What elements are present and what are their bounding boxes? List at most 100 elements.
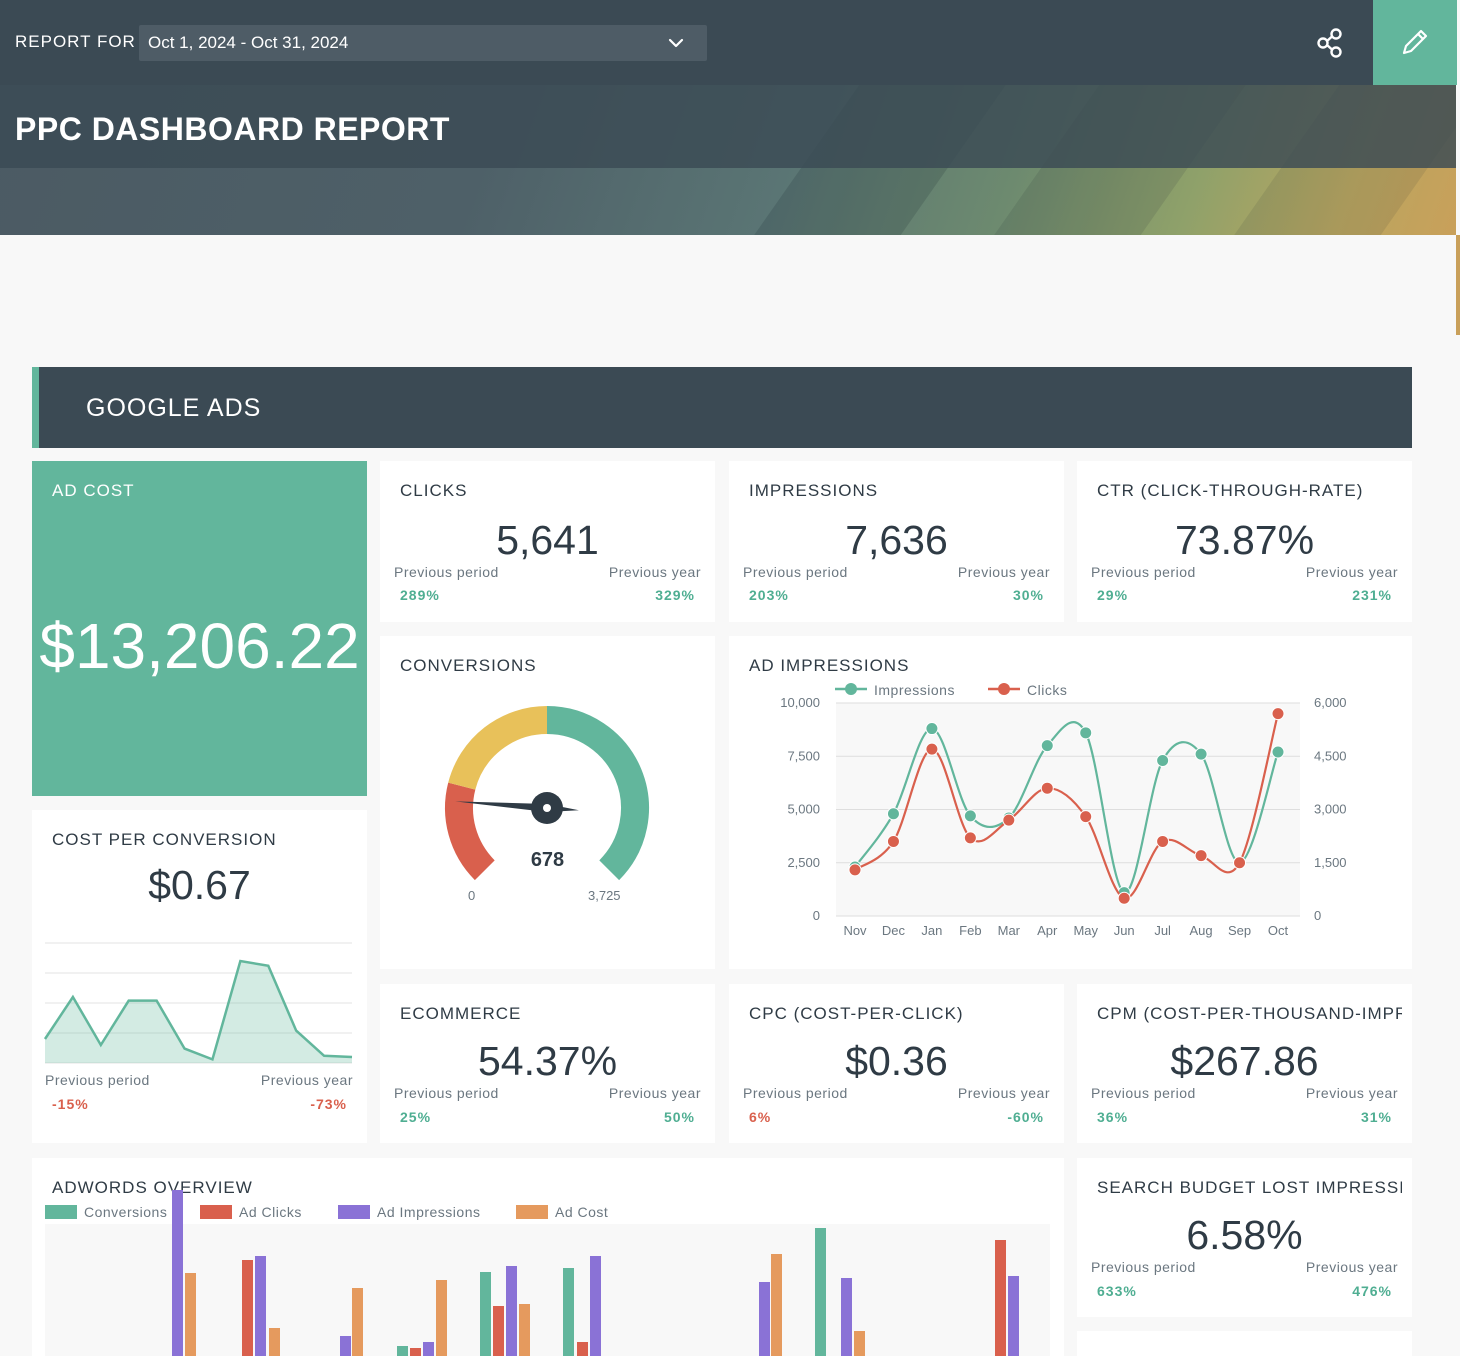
legend-conversions[interactable]: Conversions: [84, 1204, 168, 1220]
bar-ad-impressions[interactable]: [590, 1256, 601, 1356]
bar-ad-clicks[interactable]: [410, 1348, 421, 1356]
previous-period-label: Previous period: [1091, 1259, 1196, 1275]
bar-conversions[interactable]: [397, 1346, 408, 1356]
data-point-impressions[interactable]: [886, 807, 900, 821]
legend-ad-clicks[interactable]: Ad Clicks: [239, 1204, 302, 1220]
chevron-down-icon: [668, 38, 684, 48]
bar-ad-cost[interactable]: [771, 1254, 782, 1356]
bar-ad-impressions[interactable]: [423, 1342, 434, 1356]
bar-ad-cost[interactable]: [269, 1328, 280, 1356]
bar-ad-cost[interactable]: [854, 1331, 865, 1356]
report-for-label: REPORT FOR: [15, 32, 136, 51]
search-budget-lost-card: SEARCH BUDGET LOST IMPRESSIO 6.58% Previ…: [1077, 1158, 1412, 1317]
gauge-min-label: 0: [468, 888, 476, 903]
cpm-card: CPM (COST-PER-THOUSAND-IMPRI $267.86 Pre…: [1077, 984, 1412, 1143]
x-tick-label: Feb: [959, 923, 981, 938]
y-right-tick-label: 4,500: [1314, 748, 1347, 763]
previous-year-change: 476%: [1352, 1283, 1392, 1299]
bar-conversions[interactable]: [480, 1272, 491, 1356]
previous-year-change: -60%: [1007, 1109, 1044, 1125]
data-point-impressions[interactable]: [925, 722, 939, 736]
data-point-clicks[interactable]: [1194, 849, 1208, 863]
data-point-impressions[interactable]: [1040, 739, 1054, 753]
legend-clicks[interactable]: Clicks: [1027, 682, 1068, 698]
bar-ad-impressions[interactable]: [172, 1190, 183, 1356]
x-tick-label: May: [1073, 923, 1098, 938]
y-right-tick-label: 6,000: [1314, 695, 1347, 710]
data-point-clicks[interactable]: [1040, 781, 1054, 795]
y-right-tick-label: 1,500: [1314, 855, 1347, 870]
data-point-clicks[interactable]: [1117, 891, 1131, 905]
bar-ad-impressions[interactable]: [1008, 1276, 1019, 1356]
bar-ad-impressions[interactable]: [841, 1278, 852, 1356]
sparkline-area: [45, 961, 352, 1063]
share-icon: [1317, 28, 1342, 58]
card-title: AD COST: [52, 481, 135, 500]
x-tick-label: Dec: [882, 923, 906, 938]
previous-period-change: 633%: [1097, 1283, 1137, 1299]
gauge-band-yellow: [448, 706, 548, 791]
data-point-impressions[interactable]: [1194, 747, 1208, 761]
bar-ad-impressions[interactable]: [759, 1282, 770, 1356]
data-point-impressions[interactable]: [1079, 726, 1093, 740]
x-tick-label: Sep: [1228, 923, 1251, 938]
page-title: PPC DASHBOARD REPORT: [15, 111, 450, 147]
bar-ad-clicks[interactable]: [493, 1306, 504, 1356]
data-point-clicks[interactable]: [1079, 810, 1093, 824]
card-title: SEARCH BUDGET LOST IMPRESSIO: [1097, 1178, 1402, 1197]
edit-button[interactable]: [1373, 0, 1457, 85]
previous-year-label: Previous year: [260, 1072, 353, 1088]
bar-ad-clicks[interactable]: [577, 1342, 588, 1356]
sparkline-line: [43, 959, 353, 1062]
share-button[interactable]: [1314, 27, 1346, 59]
adwords-overview-card: ADWORDS OVERVIEW Conversions Ad Clicks A…: [32, 1158, 1064, 1356]
data-point-clicks[interactable]: [925, 742, 939, 756]
ad-cost-card: AD COST $13,206.22: [32, 461, 367, 796]
legend-swatch: [338, 1205, 370, 1219]
x-tick-label: Aug: [1190, 923, 1213, 938]
legend-ad-impressions[interactable]: Ad Impressions: [377, 1204, 481, 1220]
legend-ad-cost[interactable]: Ad Cost: [555, 1204, 609, 1220]
previous-year-label: Previous year: [1305, 1259, 1398, 1275]
legend-marker: [998, 683, 1010, 695]
bar-conversions[interactable]: [815, 1228, 826, 1356]
bar-ad-cost[interactable]: [436, 1280, 447, 1356]
data-point-clicks[interactable]: [1233, 856, 1247, 870]
bar-ad-clicks[interactable]: [242, 1260, 253, 1356]
ctr-card: CTR (CLICK-THROUGH-RATE) 73.87% Previous…: [1077, 461, 1412, 622]
title-band: PPC DASHBOARD REPORT: [0, 85, 1456, 168]
previous-year-label: Previous year: [957, 564, 1050, 580]
data-point-clicks[interactable]: [1271, 707, 1285, 721]
bar-ad-impressions[interactable]: [255, 1256, 266, 1356]
bar-ad-impressions[interactable]: [340, 1336, 351, 1356]
clicks-card: CLICKS 5,641 Previous period Previous ye…: [380, 461, 715, 622]
previous-period-label: Previous period: [45, 1072, 150, 1088]
bar-ad-impressions[interactable]: [506, 1266, 517, 1356]
legend-impressions[interactable]: Impressions: [874, 682, 955, 698]
data-point-clicks[interactable]: [963, 831, 977, 845]
previous-year-label: Previous year: [1305, 1085, 1398, 1101]
previous-period-label: Previous period: [743, 1085, 848, 1101]
bar-ad-clicks[interactable]: [995, 1240, 1006, 1356]
bar-ad-cost[interactable]: [519, 1304, 530, 1356]
previous-year-label: Previous year: [608, 1085, 701, 1101]
ecommerce-value: 54.37%: [477, 1038, 618, 1084]
card-title: ECOMMERCE: [400, 1004, 522, 1023]
previous-year-change: 329%: [655, 587, 695, 603]
previous-year-change: 50%: [663, 1109, 695, 1125]
date-range-select[interactable]: Oct 1, 2024 - Oct 31, 2024: [139, 25, 707, 61]
data-point-clicks[interactable]: [1156, 834, 1170, 848]
previous-year-label: Previous year: [608, 564, 701, 580]
bar-conversions[interactable]: [563, 1268, 574, 1356]
scrollbar[interactable]: [1456, 235, 1460, 335]
data-point-clicks[interactable]: [886, 834, 900, 848]
bar-ad-cost[interactable]: [352, 1288, 363, 1356]
card-title: CPC (COST-PER-CLICK): [749, 1004, 964, 1023]
data-point-clicks[interactable]: [848, 863, 862, 877]
data-point-impressions[interactable]: [1271, 745, 1285, 759]
data-point-impressions[interactable]: [963, 809, 977, 823]
search-budget-value: 6.58%: [1186, 1212, 1303, 1258]
bar-ad-cost[interactable]: [185, 1273, 196, 1356]
data-point-clicks[interactable]: [1002, 813, 1016, 827]
data-point-impressions[interactable]: [1156, 754, 1170, 768]
